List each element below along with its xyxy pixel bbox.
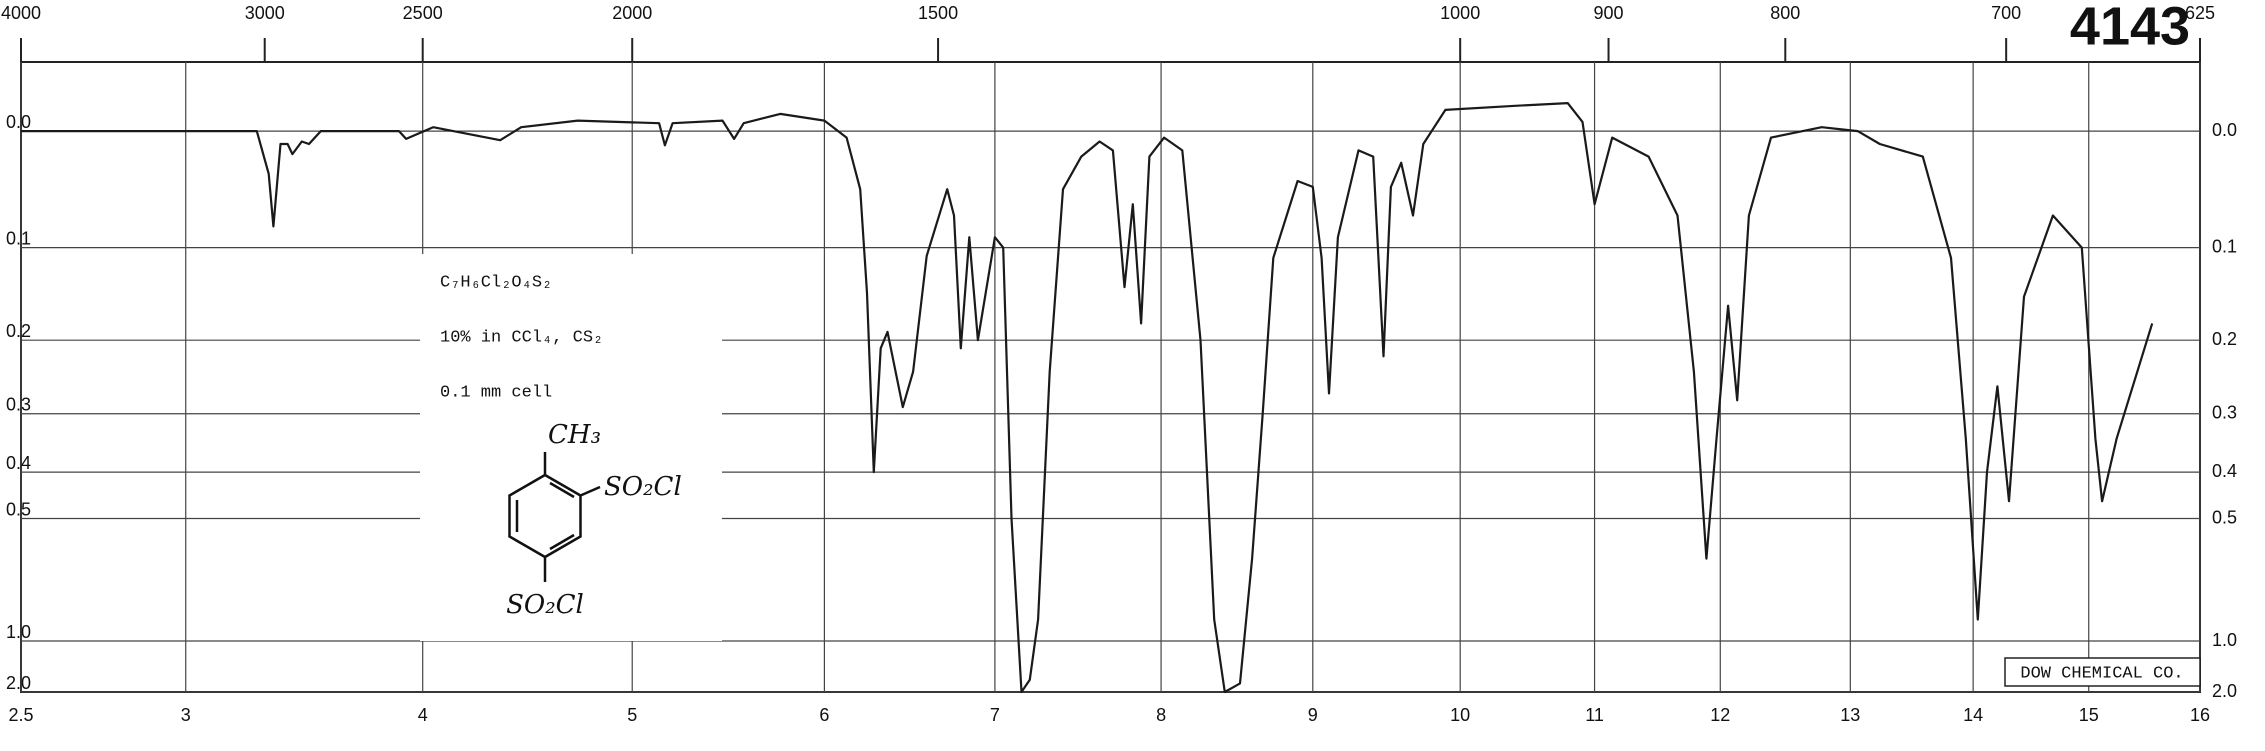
x-tick-label: 11: [1585, 705, 1604, 725]
substituent: CH₃: [548, 420, 601, 450]
y-tick-label: 0.1: [6, 228, 31, 248]
source: DOW CHEMICAL CO.: [2020, 664, 2183, 683]
spectrum-number: 4143: [2070, 0, 2190, 56]
y-tick-label: 1.0: [2212, 630, 2237, 650]
x2-tick-label: 1500: [918, 3, 958, 23]
x2-tick-label: 3000: [245, 3, 285, 23]
x-tick-label: 10: [1450, 705, 1470, 725]
substituent: SO₂Cl: [604, 472, 682, 502]
y-tick-label: 0.0: [6, 112, 31, 132]
y-tick-label: 1.0: [6, 622, 31, 642]
x-tick-label: 13: [1840, 705, 1860, 725]
x-tick-label: 6: [819, 705, 829, 725]
y-tick-label: 0.0: [2212, 120, 2237, 140]
y-tick-label: 0.5: [6, 499, 31, 519]
x-tick-label: 4: [418, 705, 428, 725]
y-tick-label: 0.1: [2212, 236, 2237, 256]
sample-box: [420, 254, 722, 641]
y-tick-label: 2.0: [2212, 681, 2237, 701]
y-tick-label: 0.4: [2212, 461, 2237, 481]
x-tick-label: 3: [181, 705, 191, 725]
y-tick-label: 0.3: [6, 394, 31, 414]
substituent: SO₂Cl: [506, 590, 584, 620]
x-tick-label: 9: [1308, 705, 1318, 725]
double-bond: [549, 533, 575, 551]
source-box: [2004, 657, 2201, 687]
x-tick-label: 2.5: [8, 705, 33, 725]
bond: [580, 485, 601, 497]
spectrum-line: [21, 102, 2154, 694]
x2-tick-label: 700: [1991, 3, 2021, 23]
y-tick-label: 0.4: [6, 453, 31, 473]
structure: [508, 452, 601, 582]
x2-tick-label: 800: [1770, 3, 1800, 23]
x-tick-label: 8: [1156, 705, 1166, 725]
x-tick-label: 5: [627, 705, 637, 725]
y-tick-label: 2.0: [6, 673, 31, 693]
grid: [20, 61, 2201, 693]
x-tick-label: 12: [1710, 705, 1730, 725]
y-tick-label: 0.2: [2212, 329, 2237, 349]
x-tick-label: 7: [990, 705, 1000, 725]
x2-tick-label: 625: [2185, 3, 2215, 23]
cell: 0.1 mm cell: [440, 383, 552, 402]
x2-tick-label: 900: [1594, 3, 1624, 23]
solution: 10% in CCl₄, CS₂: [440, 328, 603, 347]
y-tick-label: 0.3: [2212, 402, 2237, 422]
formula: C₇H₆Cl₂O₄S₂: [440, 273, 552, 292]
x2-tick-label: 4000: [1, 3, 41, 23]
x2-tick-label: 1000: [1440, 3, 1480, 23]
x2-tick-label: 2500: [403, 3, 443, 23]
x2-tick-label: 2000: [612, 3, 652, 23]
x-tick-label: 16: [2190, 705, 2210, 725]
x-tick-label: 14: [1963, 705, 1983, 725]
x-tick-label: 15: [2079, 705, 2099, 725]
double-bond: [549, 481, 575, 499]
y-tick-label: 0.5: [2212, 507, 2237, 527]
y-tick-label: 0.2: [6, 321, 31, 341]
